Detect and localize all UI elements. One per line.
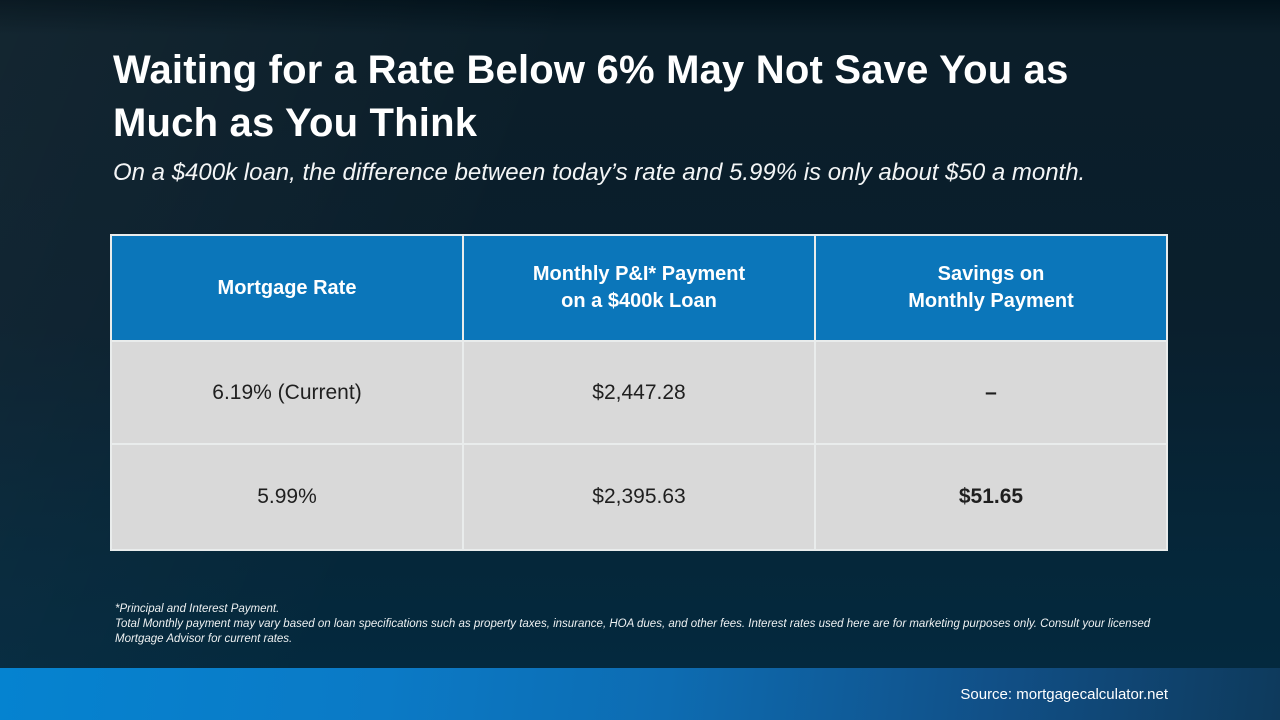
cell-rate-current: 6.19% (Current)	[112, 342, 462, 443]
slide-subtitle: On a $400k loan, the difference between …	[113, 159, 1086, 186]
bottom-bar: Source: mortgagecalculator.net	[0, 668, 1280, 720]
header-cell-mortgage-rate: Mortgage Rate	[112, 236, 462, 340]
cell-payment-lower: $2,395.63	[464, 445, 814, 549]
header-label: Mortgage Rate	[217, 276, 357, 299]
cell-savings-lower: $51.65	[816, 445, 1166, 549]
header-label: Monthly P&I* Payment on a $400k Loan	[532, 263, 746, 312]
cell-rate-lower: 5.99%	[112, 445, 462, 549]
header-label: Savings on Monthly Payment	[908, 263, 1074, 312]
header-cell-savings: Savings on Monthly Payment	[816, 236, 1166, 340]
footnote: *Principal and Interest Payment. Total M…	[115, 602, 1175, 647]
header-cell-monthly-payment: Monthly P&I* Payment on a $400k Loan	[464, 236, 814, 340]
footnote-line-2: Total Monthly payment may vary based on …	[115, 618, 1151, 645]
slide-title: Waiting for a Rate Below 6% May Not Save…	[113, 48, 1069, 145]
source-attribution: Source: mortgagecalculator.net	[960, 685, 1168, 703]
rate-comparison-table: Mortgage Rate Monthly P&I* Payment on a …	[110, 234, 1168, 551]
footnote-line-1: *Principal and Interest Payment.	[115, 603, 280, 615]
cell-savings-current: –	[816, 342, 1166, 443]
cell-payment-current: $2,447.28	[464, 342, 814, 443]
